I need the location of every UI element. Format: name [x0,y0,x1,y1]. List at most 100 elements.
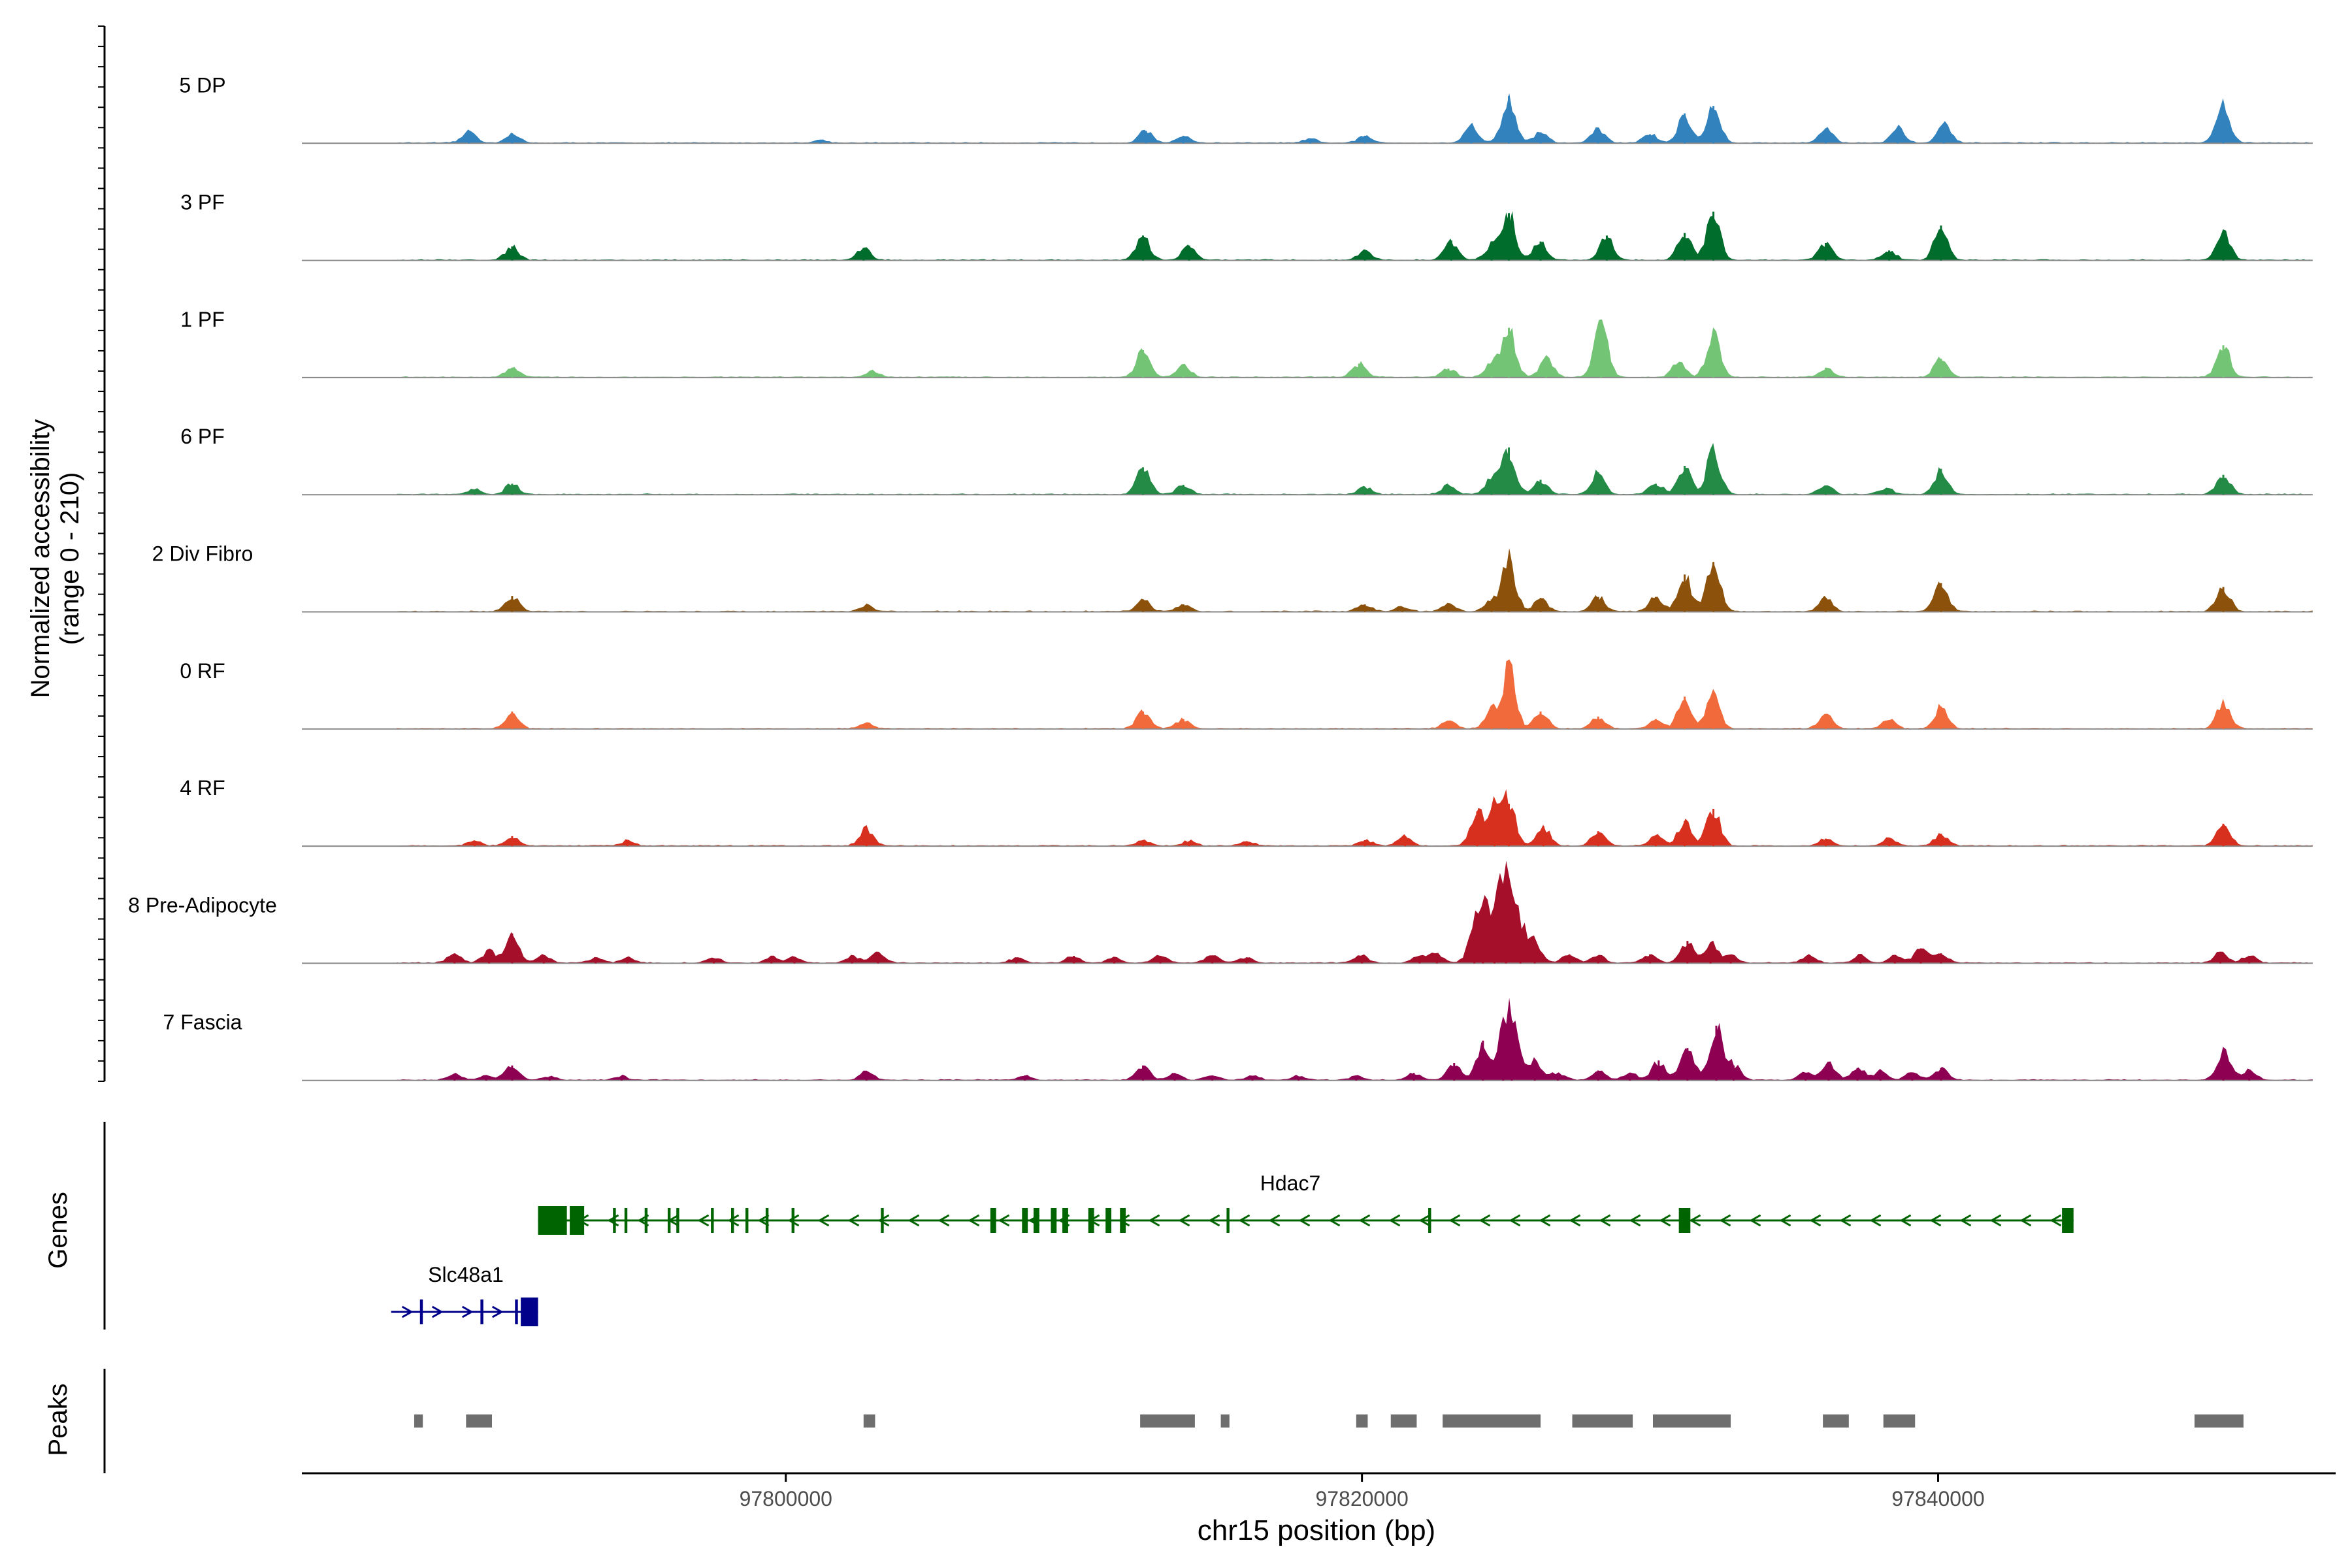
coverage-area [397,211,2313,261]
strand-arrow [1689,1214,1701,1227]
track-6-pf: 6 PF [180,425,2313,496]
track-label: 7 Fascia [163,1011,242,1034]
track-label: 3 PF [180,191,225,214]
gene-exon [1120,1208,1126,1233]
strand-arrow [1358,1214,1371,1227]
peak-region [414,1414,423,1428]
strand-arrow [1899,1214,1912,1227]
coverage-area [397,93,2313,144]
peak-region [1443,1414,1541,1428]
strand-arrow [1509,1214,1521,1227]
gene-exon [2062,1208,2074,1233]
strand-arrow [1298,1214,1311,1227]
strand-arrow [461,1305,474,1318]
gene-exon [1088,1208,1094,1233]
peak-region [1652,1414,1731,1428]
strand-arrow [1268,1214,1281,1227]
peak-region [1140,1414,1195,1428]
gene-exon [613,1208,616,1233]
gene-exon [1051,1208,1057,1233]
strand-arrow [1478,1214,1491,1227]
gene-exon-thick [521,1298,538,1326]
strand-arrow [938,1214,950,1227]
track-1-pf: 1 PF [180,308,2313,378]
gene-exon [881,1208,884,1233]
strand-arrow [1178,1214,1190,1227]
y-axis-label: Normalized accessibility [26,419,55,698]
gene-exon [515,1299,518,1324]
strand-arrow [1448,1214,1461,1227]
gene-exon [1033,1208,1039,1233]
peak-region [1883,1414,1916,1428]
coverage-area [397,443,2313,495]
peaks-panel [103,1369,2244,1473]
track-label: 5 DP [179,73,225,97]
coverage-area [397,548,2313,612]
strand-arrow [431,1305,444,1318]
track-label: 0 RF [180,659,225,683]
coverage-area [397,659,2313,729]
gene-exon [990,1208,996,1233]
strand-arrow [1779,1214,1791,1227]
gene-exon-thick [570,1206,585,1235]
strand-arrow [1629,1214,1641,1227]
strand-arrow [1809,1214,1821,1227]
track-label: 1 PF [180,308,225,331]
strand-arrow [1839,1214,1852,1227]
gene-exon [1678,1208,1691,1233]
gene-exon [711,1208,714,1233]
gene-exon [1428,1208,1431,1233]
x-axis: 97800000 97820000 97840000 [302,1472,2336,1511]
track-label: 4 RF [180,776,225,800]
track-0-rf: 0 RF [180,659,2313,730]
gene-slc48a1: Slc48a1 [391,1263,538,1326]
strand-arrow [1959,1214,1972,1227]
strand-arrow [1869,1214,1882,1227]
track-4-rf: 4 RF [180,776,2313,847]
x-tick-label: 97820000 [1315,1487,1408,1511]
strand-arrow [1569,1214,1581,1227]
strand-arrow [2019,1214,2032,1227]
strand-arrow [727,1214,740,1227]
strand-arrow [1418,1214,1431,1227]
genes-panel-label: Genes [44,1192,73,1269]
strand-arrow [817,1214,830,1227]
x-tick-label: 97840000 [1891,1487,1984,1511]
coverage-area [397,319,2313,378]
genes-panel: Slc48a1 Hdac7 [103,1122,2074,1330]
strand-arrow [907,1214,920,1227]
strand-arrow [968,1214,980,1227]
strand-arrow [1599,1214,1611,1227]
track-3-pf: 3 PF [180,191,2313,261]
gene-exon [745,1208,749,1233]
track-2-div-fibro: 2 Div Fibro [152,542,2313,613]
strand-arrow [697,1214,710,1227]
coverage-area [397,860,2313,964]
strand-arrow [757,1214,770,1227]
coverage-tracks: 5 DP 3 PF 1 PF 6 PF 2 Div Fibro 0 RF 4 RF 8 Pre… [98,25,2313,1082]
peak-region [1390,1414,1417,1428]
gene-exon [419,1299,423,1324]
strand-arrow [1749,1214,1761,1227]
peak-region [1220,1414,1230,1428]
track-8-pre-adipocyte: 8 Pre-Adipocyte [128,860,2313,964]
strand-arrow [1208,1214,1220,1227]
gene-exon [676,1208,679,1233]
gene-label: Hdac7 [1260,1171,1321,1195]
peak-region [2194,1414,2244,1428]
x-axis-label: chr15 position (bp) [1198,1514,1435,1546]
strand-arrow [1238,1214,1250,1227]
track-5-dp: 5 DP [179,73,2313,144]
gene-exon [1062,1208,1068,1233]
gene-exon [1022,1208,1028,1233]
strand-arrow [401,1305,414,1318]
gene-exon [765,1208,769,1233]
coverage-area [397,998,2313,1081]
gene-label: Slc48a1 [428,1263,504,1286]
gene-exon [791,1208,794,1233]
strand-arrow [877,1214,890,1227]
gene-exon [1105,1208,1112,1233]
strand-arrow [787,1214,800,1227]
strand-arrow [847,1214,860,1227]
